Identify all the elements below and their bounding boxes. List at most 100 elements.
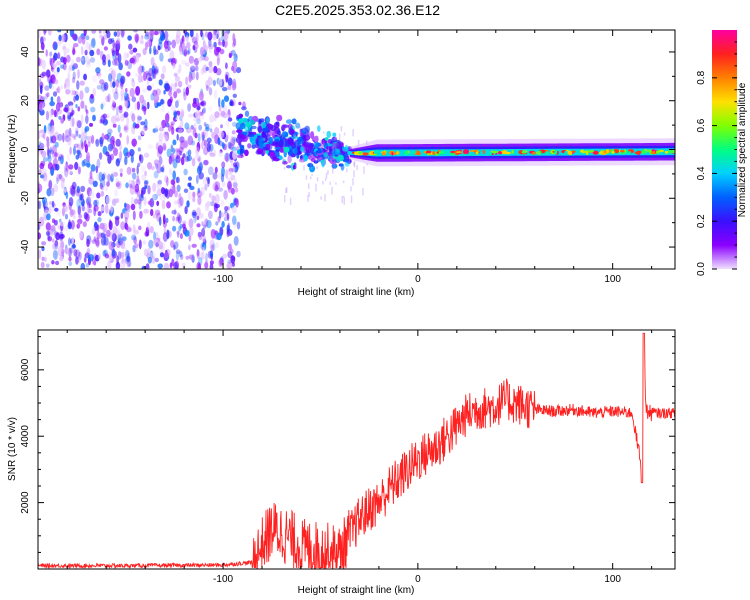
carrier-peak <box>626 150 628 154</box>
noise-cell <box>211 195 216 203</box>
spectrogram-panel: -100 0 100 -40 -20 0 20 40 Height of straight l… <box>7 29 676 298</box>
carrier-peak <box>470 151 476 155</box>
noise-cell <box>173 244 176 251</box>
noise-cell <box>68 247 72 258</box>
signal-halo <box>346 168 348 173</box>
signal-cell <box>278 139 284 148</box>
noise-cell <box>79 194 83 201</box>
noise-cell <box>144 41 148 51</box>
noise-cell <box>116 37 121 45</box>
noise-cell <box>202 159 209 166</box>
noise-cell <box>48 149 55 155</box>
noise-cell <box>151 165 155 171</box>
signal-cell <box>255 150 261 155</box>
snr-x-tick-label: -100 <box>213 574 233 585</box>
noise-cell <box>111 49 115 57</box>
noise-cell <box>192 101 198 108</box>
noise-cell <box>158 216 162 226</box>
signal-cell <box>292 164 297 170</box>
snr-series-line <box>38 332 675 569</box>
noise-cell <box>41 256 45 261</box>
noise-cell <box>152 69 157 80</box>
noise-cell <box>221 87 228 92</box>
signal-halo <box>330 156 332 164</box>
signal-halo <box>356 164 358 171</box>
noise-cell <box>41 150 47 158</box>
noise-cell <box>183 91 187 101</box>
signal-halo <box>331 186 333 195</box>
noise-cell <box>197 132 201 143</box>
noise-cell <box>78 134 82 139</box>
signal-cell <box>259 118 265 123</box>
noise-cell <box>57 225 61 230</box>
signal-halo <box>324 194 326 202</box>
noise-cell <box>214 116 217 122</box>
noise-cell <box>231 256 236 261</box>
carrier-peak <box>391 152 394 156</box>
noise-cell <box>59 155 64 165</box>
noise-cell <box>43 30 47 36</box>
noise-cell <box>45 110 50 121</box>
noise-cell <box>173 91 178 99</box>
carrier-peak <box>498 151 502 155</box>
noise-cell <box>232 165 236 173</box>
carrier-peak <box>479 151 484 156</box>
noise-cell <box>85 152 91 161</box>
noise-cell <box>139 36 143 44</box>
noise-cell <box>123 126 128 131</box>
noise-cell <box>207 31 213 41</box>
noise-cell <box>181 262 186 268</box>
noise-cell <box>109 67 114 72</box>
noise-cell <box>70 209 76 216</box>
noise-cell <box>208 210 213 220</box>
noise-cell <box>180 119 184 129</box>
noise-cell <box>208 106 214 111</box>
noise-cell <box>188 55 194 64</box>
noise-cell <box>230 255 236 264</box>
signal-cell <box>286 165 292 169</box>
noise-cell <box>119 251 125 259</box>
noise-cell <box>164 131 170 142</box>
noise-cell <box>84 252 90 259</box>
noise-cell <box>107 59 111 68</box>
noise-cell <box>91 239 98 244</box>
noise-cell <box>84 49 88 56</box>
noise-cell <box>186 127 192 134</box>
noise-cell <box>93 253 97 261</box>
noise-cell <box>40 145 43 155</box>
noise-cell <box>185 151 190 157</box>
noise-cell <box>54 250 59 261</box>
noise-cell <box>133 229 139 235</box>
noise-cell <box>116 72 122 83</box>
noise-cell <box>119 31 122 38</box>
noise-cell <box>157 263 163 269</box>
noise-cell <box>71 33 78 41</box>
signal-cell <box>238 113 244 119</box>
noise-cell <box>153 30 159 36</box>
noise-cell <box>93 199 98 207</box>
noise-cell <box>158 245 164 251</box>
noise-cell <box>53 184 59 193</box>
noise-cell <box>132 47 138 53</box>
noise-cell <box>119 132 122 138</box>
signal-cell <box>321 162 325 168</box>
noise-cell <box>117 78 121 89</box>
noise-cell <box>96 224 100 231</box>
signal-halo <box>308 183 310 189</box>
signal-halo <box>362 188 364 196</box>
noise-cell <box>185 255 189 260</box>
noise-cell <box>38 232 41 240</box>
noise-cell <box>53 109 57 118</box>
signal-cell <box>332 142 337 148</box>
noise-cell <box>190 65 196 73</box>
carrier-peak <box>532 151 536 155</box>
noise-cell <box>64 247 70 255</box>
noise-cell <box>67 66 72 73</box>
noise-cell <box>212 180 216 190</box>
noise-cell <box>98 30 102 34</box>
carrier-peak <box>564 150 568 155</box>
noise-cell <box>54 141 59 148</box>
noise-cell <box>52 238 55 243</box>
noise-cell <box>137 73 143 83</box>
noise-cell <box>202 64 208 73</box>
